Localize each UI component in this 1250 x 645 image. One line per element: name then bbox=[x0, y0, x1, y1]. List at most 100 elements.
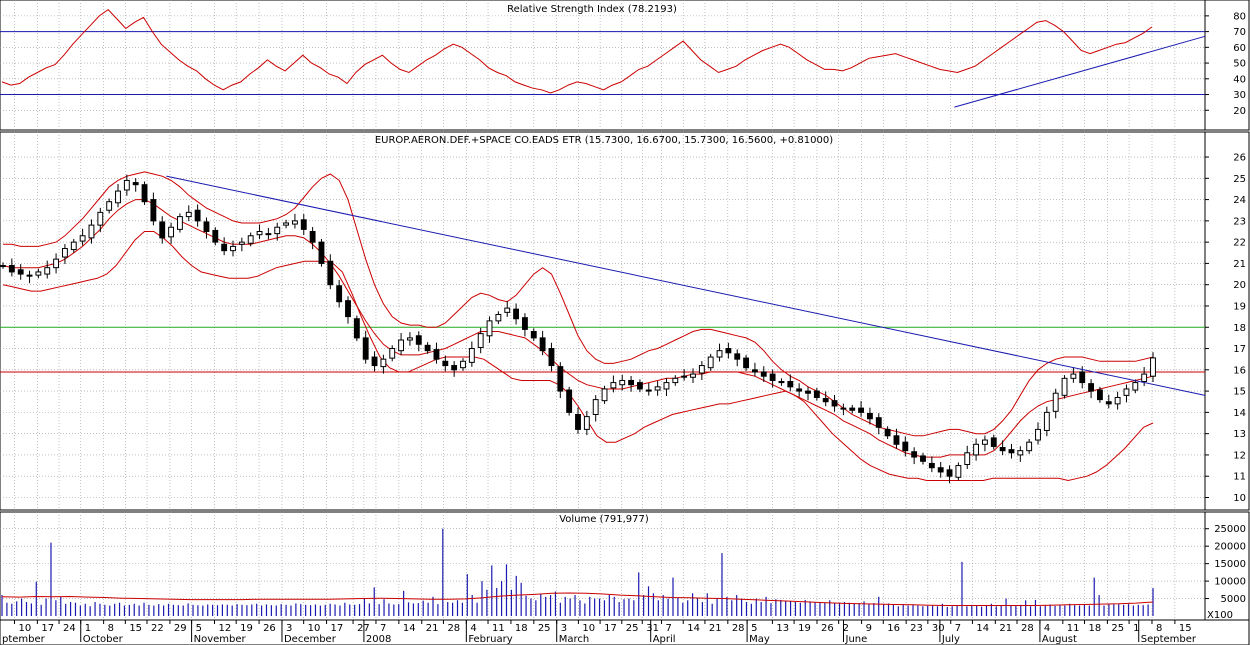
candle bbox=[1150, 352, 1156, 382]
candle bbox=[194, 204, 201, 227]
candle bbox=[539, 330, 546, 356]
candle bbox=[17, 264, 24, 280]
candle bbox=[1043, 406, 1050, 437]
y-tick-label: 24 bbox=[1233, 195, 1246, 206]
y-tick-label: 17 bbox=[1233, 344, 1246, 355]
bollinger-band-line bbox=[3, 171, 1154, 437]
candle-body bbox=[858, 407, 865, 413]
candle bbox=[371, 351, 378, 372]
candle-body bbox=[893, 435, 900, 445]
candle-body bbox=[283, 222, 290, 226]
candle-body bbox=[460, 360, 466, 369]
y-tick-label: 11 bbox=[1233, 472, 1246, 483]
x-tick-label: 3 bbox=[561, 623, 567, 634]
candle bbox=[557, 362, 564, 399]
candle-body bbox=[734, 353, 741, 360]
candle-body bbox=[1150, 357, 1156, 377]
candle bbox=[477, 327, 484, 354]
rsi-title: Relative Strength Index (78.2193) bbox=[507, 4, 677, 15]
x-tick-label: 28 bbox=[1021, 623, 1034, 634]
candle bbox=[575, 407, 581, 434]
candle-body bbox=[884, 428, 891, 437]
candle bbox=[937, 461, 944, 478]
candle bbox=[256, 224, 263, 240]
candle bbox=[946, 465, 953, 484]
candle-body bbox=[1061, 377, 1068, 396]
candle-body bbox=[1052, 392, 1059, 412]
y-tick-label: 25 bbox=[1233, 174, 1246, 185]
rsi-trendline bbox=[954, 35, 1206, 108]
volume-title: Volume (791,977) bbox=[559, 514, 649, 525]
candle bbox=[920, 452, 926, 465]
y-tick-label: 19 bbox=[1233, 301, 1246, 312]
candle-body bbox=[221, 243, 228, 252]
candle-body bbox=[353, 318, 360, 339]
candle bbox=[424, 342, 431, 354]
candle-body bbox=[1017, 450, 1024, 456]
candle bbox=[1088, 379, 1095, 399]
candle-body bbox=[442, 360, 449, 367]
month-label: November bbox=[194, 634, 247, 645]
x-tick-label: 4 bbox=[1044, 623, 1050, 634]
x-tick-label: 28 bbox=[447, 623, 460, 634]
candle bbox=[460, 358, 466, 371]
candle bbox=[318, 238, 325, 267]
candle bbox=[796, 383, 803, 397]
candle-body bbox=[1141, 373, 1148, 383]
x-tick-label: 1 bbox=[85, 623, 91, 634]
y-tick-label: 21 bbox=[1233, 259, 1246, 270]
candle bbox=[1105, 394, 1112, 409]
y-tick-label: 25000 bbox=[1214, 524, 1246, 535]
x-tick-label: 28 bbox=[732, 623, 745, 634]
candle-body bbox=[769, 373, 776, 381]
x-tick-label: 4 bbox=[470, 623, 476, 634]
candle bbox=[327, 254, 334, 290]
candle-body bbox=[628, 379, 635, 386]
x-tick-label: 7 bbox=[380, 623, 386, 634]
candle-body bbox=[389, 348, 396, 359]
y-tick-label: 20 bbox=[1233, 280, 1246, 291]
y-tick-label: 40 bbox=[1233, 74, 1246, 85]
candle bbox=[628, 375, 635, 392]
candle bbox=[309, 227, 316, 250]
candle bbox=[849, 404, 856, 414]
candle bbox=[336, 280, 343, 308]
candle bbox=[238, 237, 245, 252]
candle-body bbox=[1096, 389, 1103, 401]
x-tick-label: 23 bbox=[910, 623, 923, 634]
candle bbox=[725, 342, 732, 359]
candle bbox=[645, 383, 652, 396]
candle bbox=[672, 375, 679, 386]
candle bbox=[1026, 438, 1033, 454]
candle-body bbox=[751, 369, 758, 373]
candle bbox=[0, 262, 6, 269]
candle bbox=[751, 362, 758, 377]
candle bbox=[1070, 367, 1077, 383]
candle-body bbox=[760, 371, 767, 377]
candle bbox=[866, 407, 873, 425]
candle bbox=[787, 374, 794, 392]
axis-frame bbox=[1204, 131, 1250, 511]
candle-body bbox=[238, 241, 245, 245]
y-tick-label: 10000 bbox=[1214, 577, 1246, 588]
candle-body bbox=[619, 379, 626, 386]
x-tick-label: 16 bbox=[887, 623, 900, 634]
candle bbox=[981, 435, 988, 452]
x-tick-label: 17 bbox=[604, 623, 617, 634]
candle-body bbox=[451, 365, 458, 371]
candle bbox=[123, 174, 130, 196]
candle-body bbox=[981, 439, 988, 445]
x-tick-label: 2 bbox=[843, 623, 849, 634]
x-tick-label: 26 bbox=[821, 623, 834, 634]
candle-body bbox=[35, 271, 42, 276]
candle bbox=[778, 378, 785, 386]
candle-body bbox=[150, 199, 157, 222]
candle bbox=[8, 258, 15, 277]
x-tick-label: 15 bbox=[1179, 623, 1192, 634]
y-tick-label: 14 bbox=[1233, 408, 1246, 419]
candle bbox=[26, 270, 33, 284]
candle bbox=[999, 440, 1006, 456]
candle bbox=[221, 237, 228, 256]
